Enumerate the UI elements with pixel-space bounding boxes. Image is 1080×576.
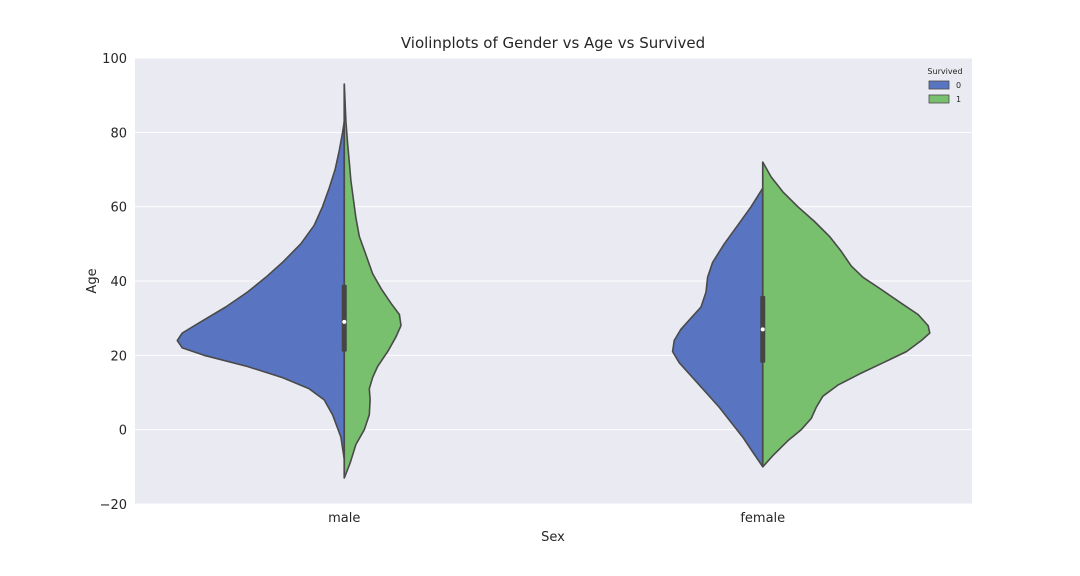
legend-entries: 01: [928, 80, 961, 104]
y-axis-ticks: −20 0 20 40 60 80 100: [100, 52, 127, 513]
median-dot-male: [342, 319, 347, 324]
y-tick-label: 60: [110, 201, 127, 216]
violin-female-survived-1: [761, 161, 931, 468]
y-tick-label: 20: [110, 349, 127, 364]
x-tick-label: female: [740, 511, 785, 526]
violin-male-survived-0: [176, 120, 346, 461]
y-tick-label: 0: [119, 424, 127, 439]
chart-title: Violinplots of Gender vs Age vs Survived: [401, 34, 705, 52]
y-tick-label: 100: [102, 52, 127, 67]
legend-label-1: 1: [956, 95, 961, 104]
violin-male-survived-1: [343, 83, 402, 479]
x-axis-label: Sex: [541, 530, 565, 545]
median-dot-female: [760, 327, 765, 332]
violins: [176, 83, 931, 479]
x-axis-ticks: male female: [328, 511, 785, 526]
violin-female-survived-0: [671, 187, 764, 468]
iqr-box-male: [341, 284, 347, 352]
y-axis-label: Age: [85, 268, 100, 293]
y-tick-label: 80: [110, 126, 127, 141]
y-tick-label: −20: [100, 498, 127, 513]
legend-swatch-0: [928, 80, 950, 90]
legend-title: Survived: [927, 67, 962, 76]
x-tick-label: male: [328, 511, 360, 526]
y-tick-label: 40: [110, 275, 127, 290]
legend-swatch-1: [928, 94, 950, 104]
legend-label-0: 0: [956, 81, 961, 90]
legend: Survived 01: [927, 67, 962, 104]
